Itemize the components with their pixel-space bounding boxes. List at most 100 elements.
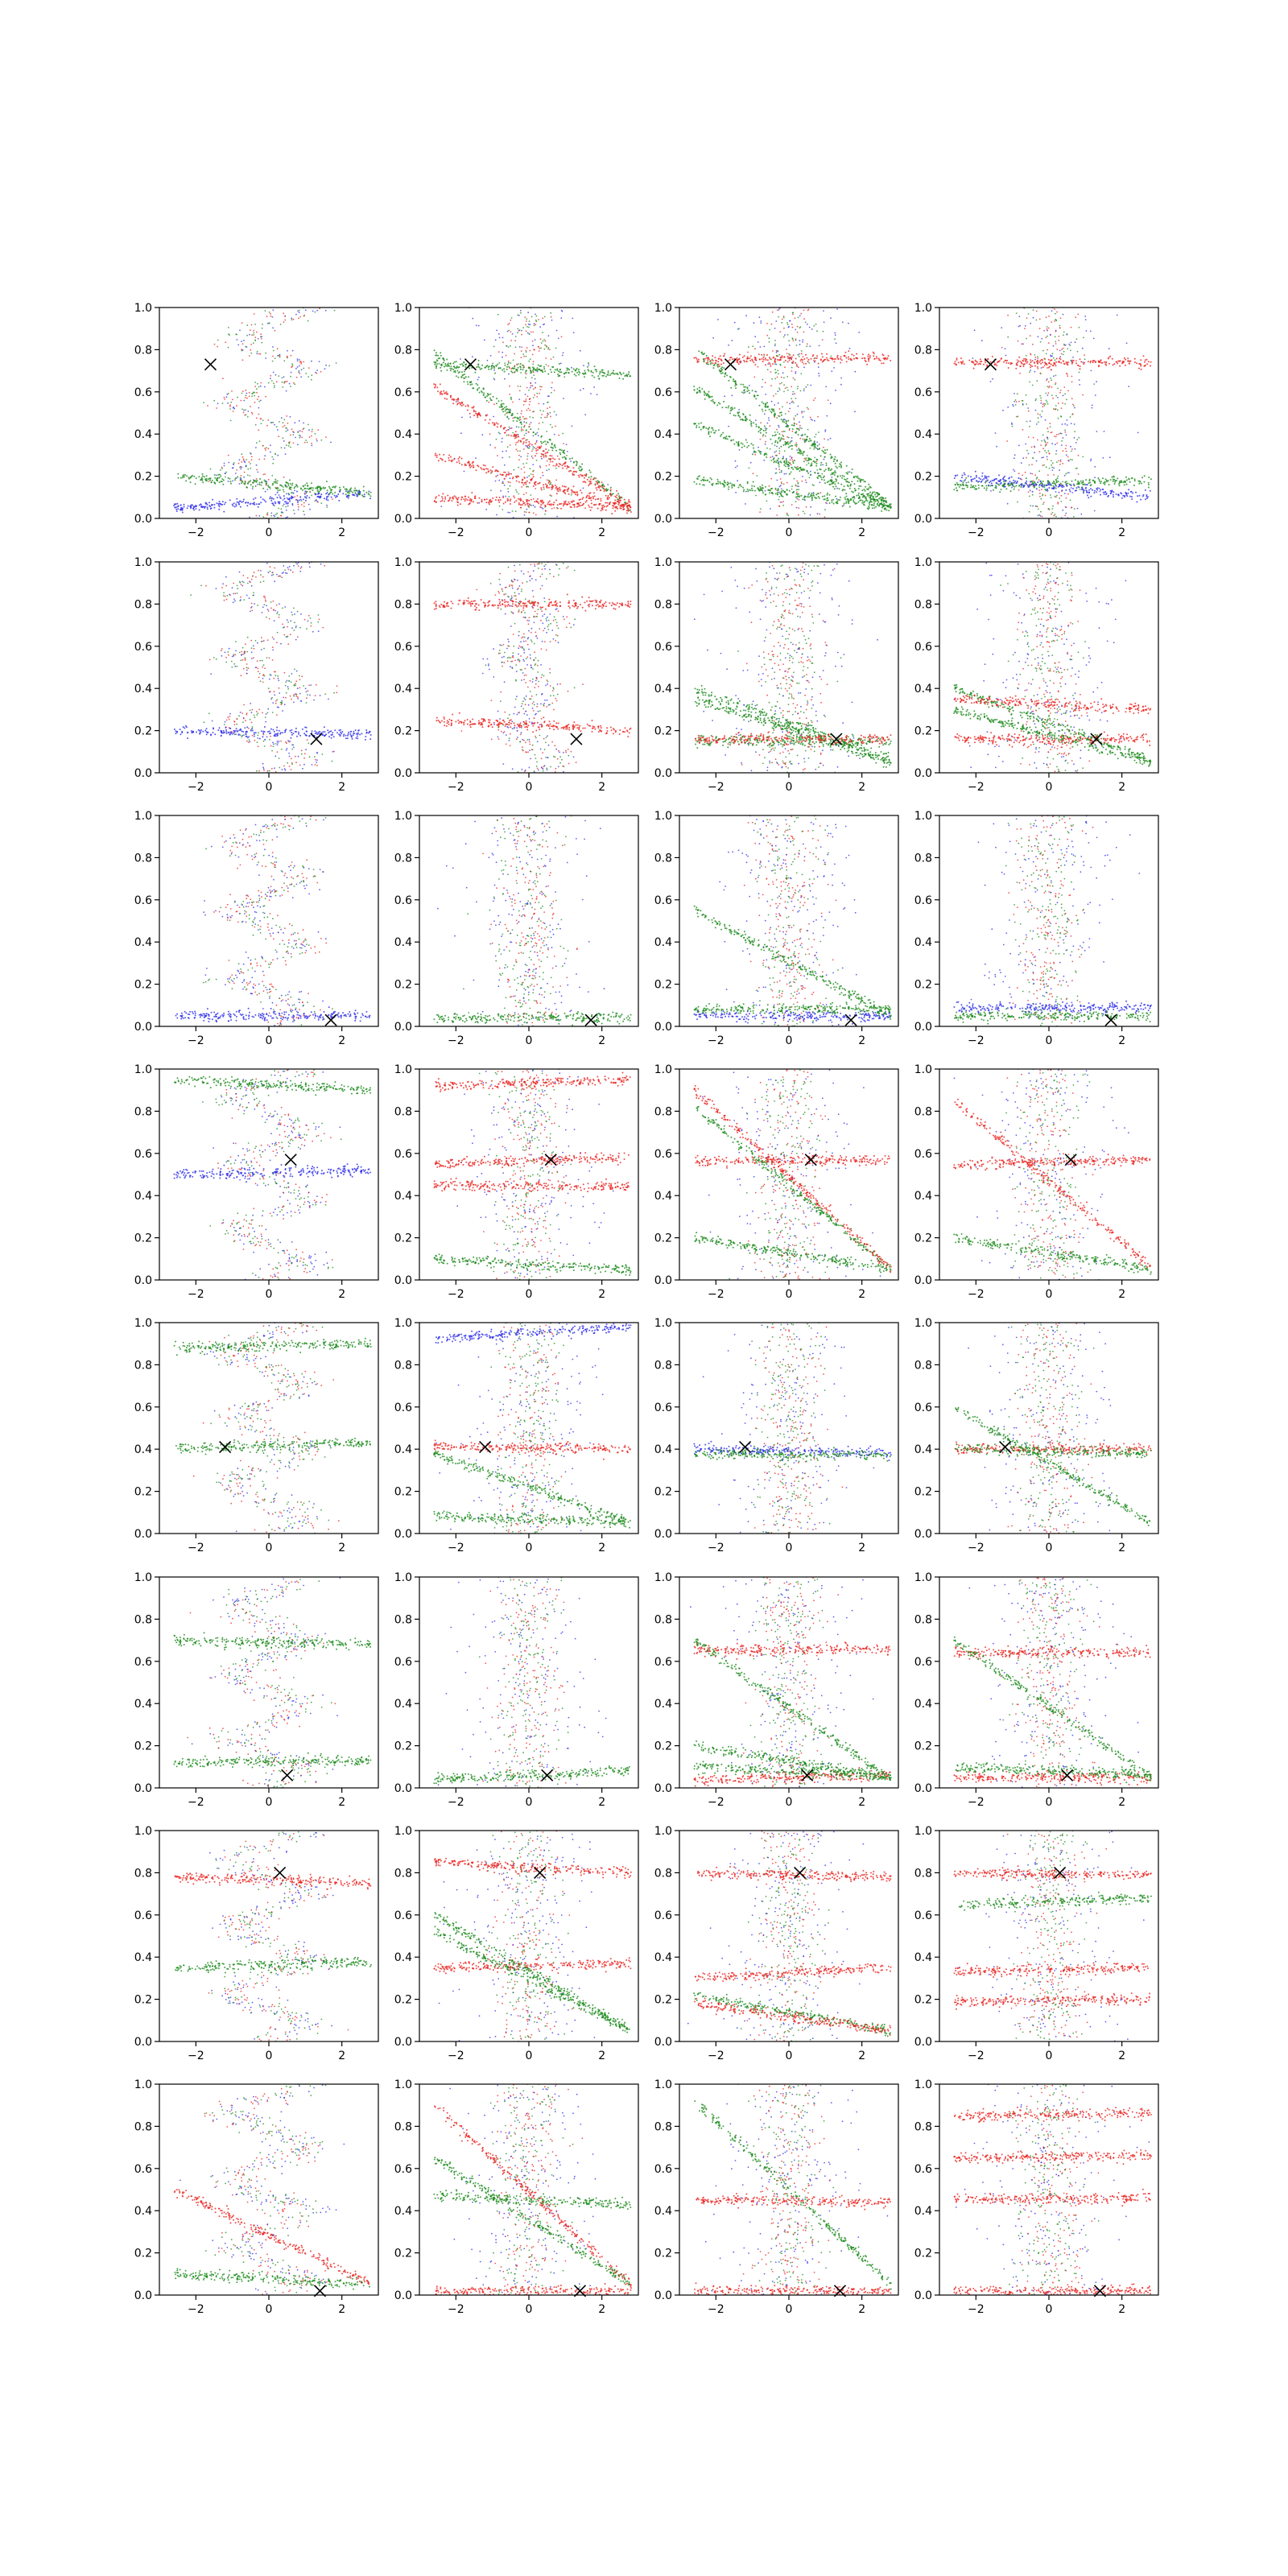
- band-point-green: [547, 441, 549, 444]
- point-red: [1070, 506, 1072, 509]
- point-blue: [1074, 448, 1076, 450]
- point-blue: [497, 474, 498, 477]
- point-red: [563, 443, 564, 444]
- band-point-red: [623, 498, 625, 501]
- point-green: [288, 443, 291, 444]
- band-point-red: [884, 358, 886, 361]
- point-red: [489, 433, 491, 435]
- point-blue: [858, 332, 861, 333]
- band-point-green: [708, 395, 710, 398]
- band-point-green: [844, 489, 846, 491]
- point-green: [1075, 338, 1078, 341]
- band-point-red: [789, 354, 791, 356]
- band-point-green: [795, 468, 798, 470]
- band-point-green: [730, 386, 733, 389]
- point-green: [787, 514, 790, 517]
- scatter-points: [693, 308, 892, 518]
- point-blue: [518, 398, 521, 400]
- band-point-green: [862, 494, 865, 497]
- point-blue: [290, 371, 292, 374]
- band-point-red: [560, 507, 562, 510]
- band-point-green: [590, 369, 592, 372]
- band-point-green: [809, 495, 811, 497]
- point-blue: [795, 371, 797, 373]
- band-point-green: [460, 371, 463, 374]
- band-point-green: [367, 493, 369, 495]
- point-green: [250, 352, 253, 354]
- band-point-green: [859, 481, 861, 483]
- band-point-green: [764, 405, 766, 407]
- point-red: [283, 382, 286, 384]
- point-green: [1050, 497, 1052, 498]
- band-point-blue: [258, 503, 260, 506]
- point-red: [253, 313, 255, 315]
- point-green: [225, 476, 226, 478]
- point-blue: [565, 444, 568, 446]
- band-point-red: [510, 498, 512, 501]
- band-point-green: [519, 363, 522, 365]
- point-green: [781, 321, 783, 324]
- point-green: [784, 413, 786, 415]
- point-green: [814, 456, 816, 459]
- point-green: [250, 468, 252, 469]
- point-red: [529, 401, 531, 402]
- point-red: [283, 424, 286, 427]
- point-green: [821, 473, 824, 475]
- point-blue: [531, 385, 534, 387]
- band-point-red: [447, 494, 449, 497]
- band-point-red: [474, 497, 477, 500]
- point-red: [791, 459, 794, 461]
- point-red: [1027, 410, 1030, 412]
- band-point-green: [302, 489, 303, 491]
- point-blue: [1050, 355, 1052, 357]
- point-blue: [789, 456, 791, 457]
- point-blue: [584, 414, 587, 415]
- band-point-green: [782, 419, 784, 421]
- point-blue: [1064, 344, 1067, 346]
- point-blue: [1030, 322, 1032, 324]
- band-point-green: [556, 369, 559, 371]
- band-point-red: [468, 503, 470, 506]
- band-point-green: [543, 441, 545, 444]
- band-point-green: [580, 466, 582, 469]
- band-point-red: [456, 497, 458, 500]
- point-red: [566, 468, 568, 469]
- point-blue: [1063, 475, 1066, 477]
- point-blue: [272, 458, 275, 460]
- band-point-green: [712, 398, 714, 401]
- band-point-green: [869, 486, 872, 489]
- band-point-green: [551, 443, 553, 444]
- band-point-green: [711, 478, 712, 481]
- point-blue: [774, 451, 776, 453]
- band-point-blue: [219, 502, 221, 505]
- point-blue: [763, 459, 766, 461]
- point-red: [529, 349, 531, 352]
- band-point-green: [305, 490, 308, 493]
- band-point-green: [830, 479, 832, 481]
- band-point-green: [851, 481, 853, 483]
- band-point-red: [558, 458, 560, 460]
- point-red: [256, 469, 258, 471]
- point-blue: [811, 419, 813, 421]
- band-point-red: [523, 477, 526, 479]
- band-point-green: [183, 476, 185, 478]
- band-point-green: [767, 489, 770, 491]
- band-point-red: [539, 482, 541, 485]
- point-green: [779, 363, 782, 365]
- point-blue: [590, 393, 592, 394]
- point-red: [320, 370, 322, 373]
- point-green: [528, 320, 530, 322]
- point-green: [1069, 345, 1071, 346]
- band-point-red: [890, 360, 892, 361]
- point-blue: [571, 425, 573, 427]
- point-blue: [311, 360, 312, 362]
- band-point-green: [699, 391, 701, 394]
- band-point-green: [710, 431, 712, 433]
- point-blue: [1021, 343, 1023, 345]
- band-point-green: [564, 449, 566, 452]
- band-point-green: [709, 396, 712, 398]
- point-blue: [836, 487, 838, 489]
- band-point-green: [840, 461, 842, 464]
- point-red: [778, 469, 781, 471]
- point-red: [1071, 448, 1073, 450]
